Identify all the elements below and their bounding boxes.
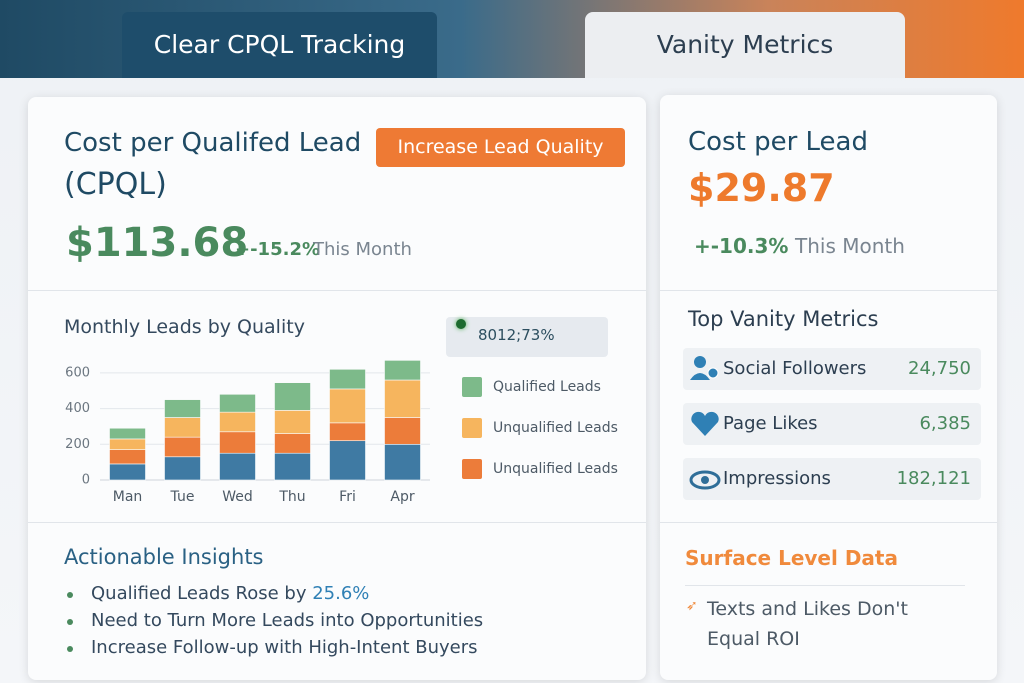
chart-title: Monthly Leads by Quality bbox=[64, 316, 305, 338]
bullet bbox=[67, 619, 73, 625]
cpql-title: (CPQL) bbox=[64, 167, 167, 202]
legend-swatch bbox=[462, 377, 482, 397]
bar-segment bbox=[109, 438, 146, 450]
legend-label: Qualified Leads bbox=[493, 379, 601, 395]
metric-row bbox=[683, 458, 981, 500]
y-tick-label: 0 bbox=[82, 473, 90, 488]
metric-value: 182,121 bbox=[896, 468, 971, 489]
bar-segment bbox=[329, 422, 366, 442]
surface-title: Surface Level Data bbox=[685, 546, 898, 570]
bar-segment bbox=[109, 427, 146, 440]
cpl-value: $29.87 bbox=[688, 166, 835, 210]
bullet bbox=[67, 646, 73, 652]
metric-row bbox=[683, 403, 981, 445]
x-tick-label: Man bbox=[113, 489, 143, 505]
legend-label: Unqualified Leads bbox=[493, 461, 618, 477]
cpql-title: Cost per Qualifed Lead bbox=[64, 128, 362, 158]
metric-label: Page Likes bbox=[723, 413, 818, 434]
change: +-15.2% bbox=[235, 239, 320, 260]
y-tick-label: 200 bbox=[65, 437, 90, 452]
x-tick-label: Apr bbox=[390, 489, 414, 505]
bar-segment bbox=[274, 452, 311, 481]
bar-segment bbox=[329, 368, 366, 390]
legend-swatch bbox=[462, 459, 482, 479]
bar-segment bbox=[109, 463, 146, 481]
bar-segment bbox=[164, 417, 201, 438]
legend-swatch bbox=[462, 418, 482, 438]
icons bbox=[689, 356, 721, 490]
surface-text: Texts and Likes Don't bbox=[707, 598, 908, 620]
bar-segment bbox=[109, 449, 146, 465]
likes-icon bbox=[691, 411, 719, 436]
divider bbox=[28, 290, 646, 291]
bar-segment bbox=[384, 360, 421, 381]
x-tick-label: Tue bbox=[170, 489, 195, 505]
y-tick-label: 400 bbox=[65, 401, 90, 416]
insights-title: Actionable Insights bbox=[64, 545, 264, 569]
divider bbox=[660, 522, 997, 523]
y-tick-label: 600 bbox=[65, 365, 90, 380]
bar-segment bbox=[219, 452, 256, 481]
tab-inactive[interactable]: Vanity Metrics bbox=[585, 12, 905, 78]
action-button[interactable]: Increase Lead Quality bbox=[376, 128, 625, 167]
insight-item: Qualified Leads Rose by 25.6% bbox=[91, 583, 369, 604]
metric-label: Social Followers bbox=[723, 358, 867, 379]
metric-value: 24,750 bbox=[908, 358, 971, 379]
bar-segment bbox=[274, 382, 311, 411]
followers-icon bbox=[707, 367, 719, 379]
bar-segment bbox=[384, 443, 421, 481]
x-tick-label: Fri bbox=[339, 489, 356, 505]
followers-icon bbox=[690, 373, 710, 380]
surface-text: Equal ROI bbox=[707, 628, 800, 650]
metric-row bbox=[683, 348, 981, 390]
bar-segment bbox=[384, 417, 421, 445]
metric-label: Impressions bbox=[723, 468, 831, 489]
bar-segment bbox=[164, 399, 201, 418]
vanity-title: Top Vanity Metrics bbox=[688, 307, 879, 331]
metric-value: 6,385 bbox=[919, 413, 971, 434]
divider bbox=[685, 585, 965, 586]
bar-segment bbox=[164, 456, 201, 481]
insight-highlight: 25.6% bbox=[312, 583, 370, 604]
bar-segment bbox=[274, 410, 311, 434]
change: +-10.3% bbox=[694, 234, 789, 258]
insight-item: Increase Follow-up with High-Intent Buye… bbox=[91, 637, 478, 658]
bullet bbox=[67, 592, 73, 598]
x-tick-label: Wed bbox=[222, 489, 253, 505]
followers-icon bbox=[694, 356, 706, 368]
legend-note: 8012;73% bbox=[478, 326, 555, 344]
cpl-title: Cost per Lead bbox=[688, 127, 868, 157]
bar-segment bbox=[329, 388, 366, 424]
period: This Month bbox=[313, 239, 412, 260]
legend-note-box bbox=[446, 317, 608, 357]
impressions-icon bbox=[701, 476, 709, 484]
x-tick-label: Thu bbox=[278, 489, 305, 505]
bar-segment bbox=[219, 431, 256, 454]
insight-text: Qualified Leads Rose by bbox=[91, 583, 307, 604]
legend-label: Unqualified Leads bbox=[493, 420, 618, 436]
bar-segment bbox=[274, 433, 311, 454]
bar-segment bbox=[384, 379, 421, 418]
divider bbox=[660, 290, 997, 291]
bar-segment bbox=[164, 436, 201, 458]
cpql-value: $113.68 bbox=[66, 220, 249, 266]
bar-segment bbox=[329, 440, 366, 481]
bar-segment bbox=[219, 411, 256, 433]
impressions-icon bbox=[689, 470, 721, 490]
arrow-icon: ➶ bbox=[686, 598, 698, 614]
divider bbox=[28, 522, 646, 523]
status-dot bbox=[456, 319, 466, 329]
period: This Month bbox=[795, 234, 905, 258]
bar-segment bbox=[219, 393, 256, 413]
insight-item: Need to Turn More Leads into Opportuniti… bbox=[91, 610, 484, 631]
tab-active[interactable]: Clear CPQL Tracking bbox=[122, 12, 437, 78]
